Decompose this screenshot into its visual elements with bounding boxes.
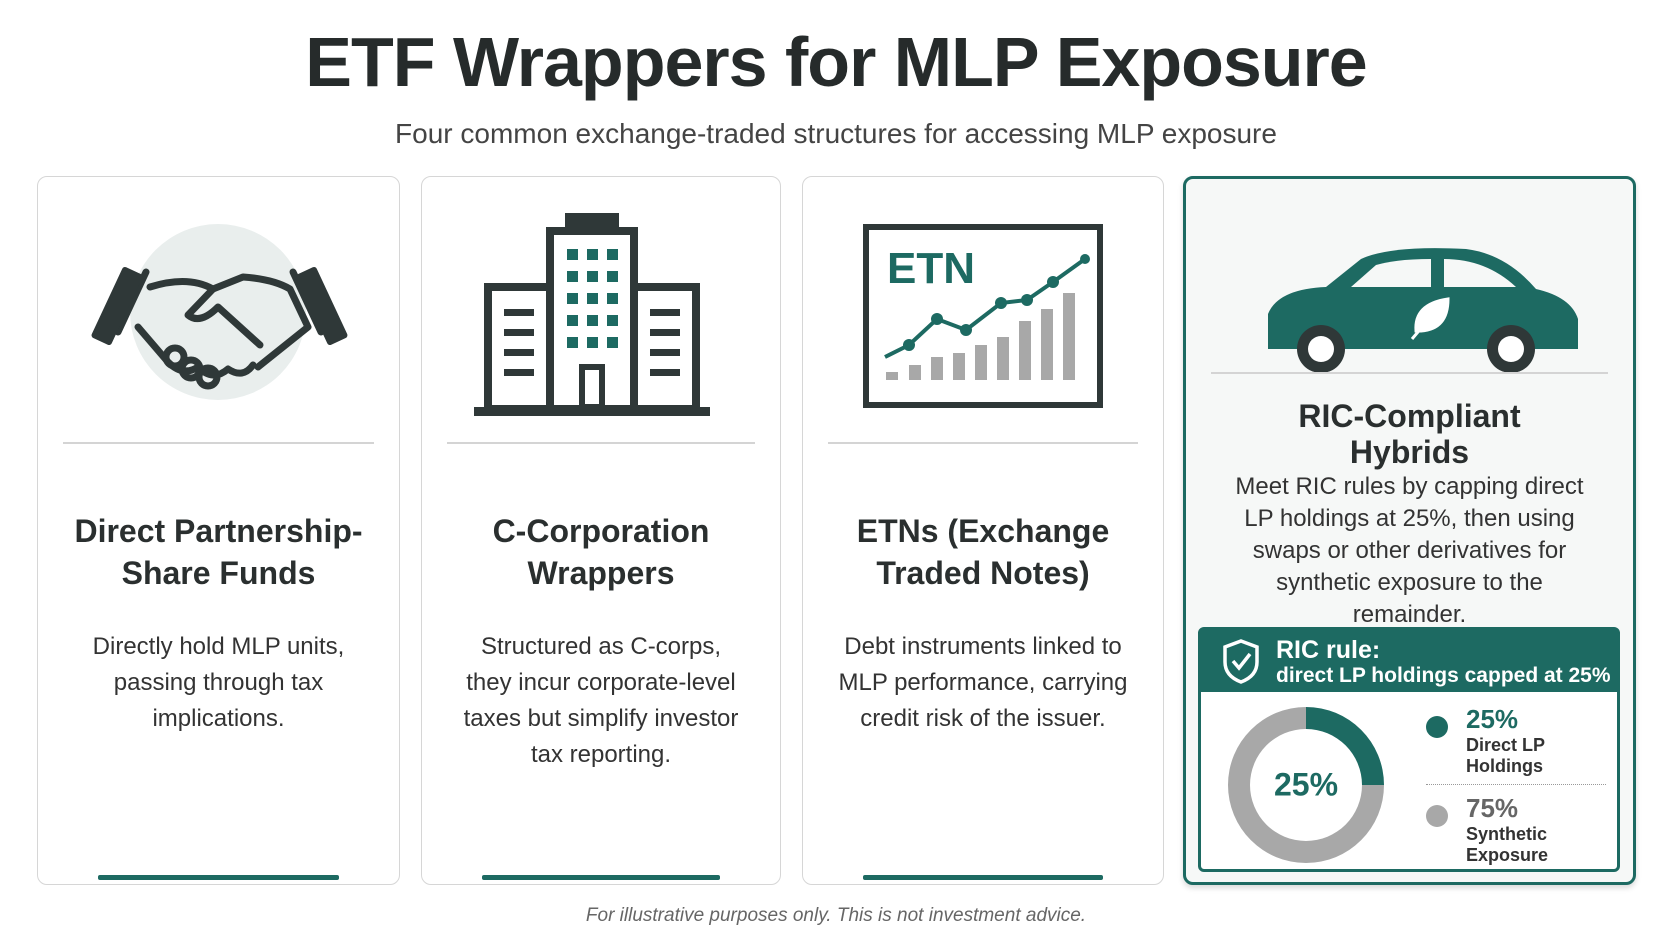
building-icon (474, 213, 710, 416)
card-description: Structured as C-corps, they incur corpor… (463, 633, 739, 768)
card: ETN ETNs (Exchange Traded Notes) Debt in… (802, 176, 1164, 885)
accent-bar (482, 875, 720, 880)
title: ETF Wrappers for MLP Exposure (305, 23, 1367, 101)
donut-segment (1306, 707, 1384, 785)
card-title: RIC-Compliant Hybrids (1298, 398, 1521, 470)
legend-value: 25% (1466, 704, 1519, 734)
card: RIC-Compliant Hybrids Meet RIC rules by … (1183, 176, 1636, 885)
rule-label: RIC rule: (1276, 636, 1381, 664)
divider (828, 442, 1138, 444)
card-title: C-Corporation Wrappers (492, 513, 710, 591)
car-icon (1268, 248, 1578, 373)
legend-value: 75% (1466, 793, 1519, 823)
legend-name: Synthetic Exposure (1466, 824, 1549, 865)
legend-swatch (1426, 805, 1448, 827)
legend-item: 25% Direct LP Holdings (1426, 704, 1606, 784)
accent-bar (98, 875, 339, 880)
legend-swatch (1426, 716, 1448, 738)
card: C-Corporation Wrappers Structured as C-c… (421, 176, 781, 885)
etn-chart-icon: ETN (863, 224, 1103, 408)
divider (63, 442, 374, 444)
card-description: Meet RIC rules by capping direct LP hold… (1235, 473, 1584, 628)
donut-center-label: 25% (1274, 766, 1338, 802)
card-description: Directly hold MLP units, passing through… (92, 633, 345, 732)
shield-icon (1223, 639, 1259, 684)
legend-name: Direct LP Holdings (1466, 735, 1545, 776)
card-title: ETNs (Exchange Traded Notes) (856, 513, 1110, 591)
rule-box: RIC rule: direct LP holdings capped at 2… (1198, 627, 1620, 872)
card-title: Direct Partnership-Share Funds (74, 513, 363, 591)
footer-note: For illustrative purposes only. This is … (585, 905, 1087, 926)
card: Direct Partnership-Share Funds Directly … (37, 176, 400, 885)
donut-legend: 25% Direct LP Holdings 75% Synthetic Exposu… (1426, 704, 1606, 873)
legend-item: 75% Synthetic Exposure (1426, 784, 1606, 873)
card-description: Debt instruments linked to MLP performan… (838, 633, 1128, 732)
donut-chart: 25% (1228, 707, 1384, 863)
rule-header: RIC rule: direct LP holdings capped at 2… (1201, 630, 1617, 692)
accent-bar (863, 875, 1103, 880)
subtitle: Four common exchange-traded structures f… (395, 118, 1277, 149)
handshake-icon (91, 224, 348, 400)
divider (1211, 372, 1608, 374)
divider (447, 442, 755, 444)
icon-text: ETN (887, 244, 975, 293)
rule-text: direct LP holdings capped at 25% (1276, 664, 1611, 687)
